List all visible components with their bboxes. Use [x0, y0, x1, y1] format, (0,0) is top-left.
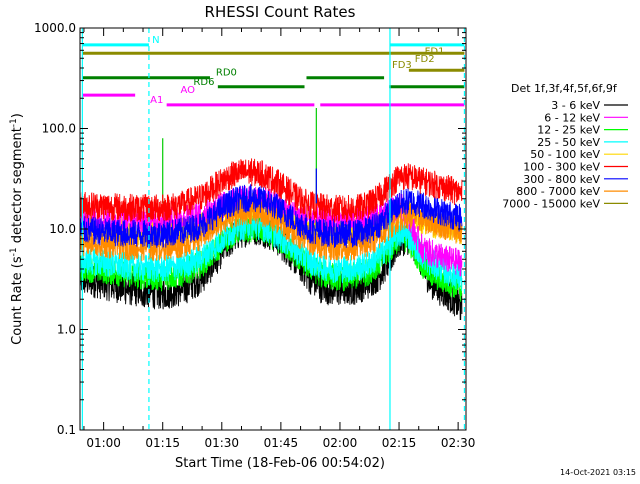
series-line-25-50-kev: [80, 211, 463, 291]
legend-entry-label: 6 - 12 keV: [544, 111, 600, 124]
legend-entry-label: 12 - 25 keV: [537, 124, 600, 137]
footer-timestamp: 14-Oct-2021 03:15: [560, 468, 636, 477]
legend-entry-label: 25 - 50 keV: [537, 136, 600, 149]
y-tick-label: 0.1: [57, 423, 76, 437]
flag-label-fd1: FD1: [425, 47, 445, 58]
y-axis-label-sup2: -1: [9, 118, 19, 127]
legend-entry-label: 50 - 100 keV: [530, 148, 600, 161]
series-line-800-7000-kev: [80, 197, 463, 262]
flag-label-fd3: FD3: [392, 60, 412, 71]
y-tick-label: 10.0: [49, 222, 76, 236]
y-tick-label: 100.0: [42, 122, 76, 136]
legend-entry-label: 800 - 7000 keV: [516, 185, 600, 198]
flag-label-rd0: RD0: [216, 68, 237, 79]
flag-label-fd2: FD2: [415, 54, 435, 65]
x-tick-label: 02:15: [382, 436, 417, 450]
plot-data-layer: [80, 107, 463, 321]
series-line-300-800-kev: [80, 184, 463, 249]
legend-entry-label: 7000 - 15000 keV: [502, 197, 600, 210]
y-axis-label: Count Rate (s-1 detector segment-1): [9, 113, 25, 345]
x-axis-label: Start Time (18-Feb-06 00:54:02): [175, 456, 385, 471]
x-tick-label: 01:30: [204, 436, 239, 450]
x-tick-label: 02:00: [323, 436, 358, 450]
y-axis-label-end: ): [10, 113, 25, 118]
flag-label-n: N: [152, 35, 159, 46]
legend-title: Det 1f,3f,4f,5f,6f,9f: [511, 82, 618, 95]
x-tick-label: 01:00: [86, 436, 121, 450]
x-tick-label: 01:15: [145, 436, 180, 450]
flag-label-ao: AO: [180, 85, 195, 96]
axes-layer: 0.1 1.0 10.0 100.0 1000.0 01:00 01:15 01:30 01:4…: [34, 21, 475, 450]
flag-label-rd6: RD6: [193, 77, 214, 88]
y-tick-label: 1.0: [57, 323, 76, 337]
legend-entry-label: 100 - 300 keV: [523, 161, 600, 174]
chart-title: RHESSI Count Rates: [205, 3, 356, 21]
y-tick-label: 1000.0: [34, 21, 76, 35]
y-axis-label-sup1: -1: [9, 247, 19, 256]
flag-label-a1: A1: [150, 95, 163, 106]
y-axis-label-main: Count Rate (s: [10, 256, 25, 345]
legend-entry-label: 3 - 6 keV: [551, 99, 600, 112]
x-tick-label: 02:30: [441, 436, 476, 450]
series-line-100-300-kev: [80, 158, 463, 223]
legend-entry-label: 300 - 800 keV: [523, 173, 600, 186]
x-tick-label: 01:45: [264, 436, 299, 450]
y-axis-label-mid: detector segment: [10, 127, 25, 247]
